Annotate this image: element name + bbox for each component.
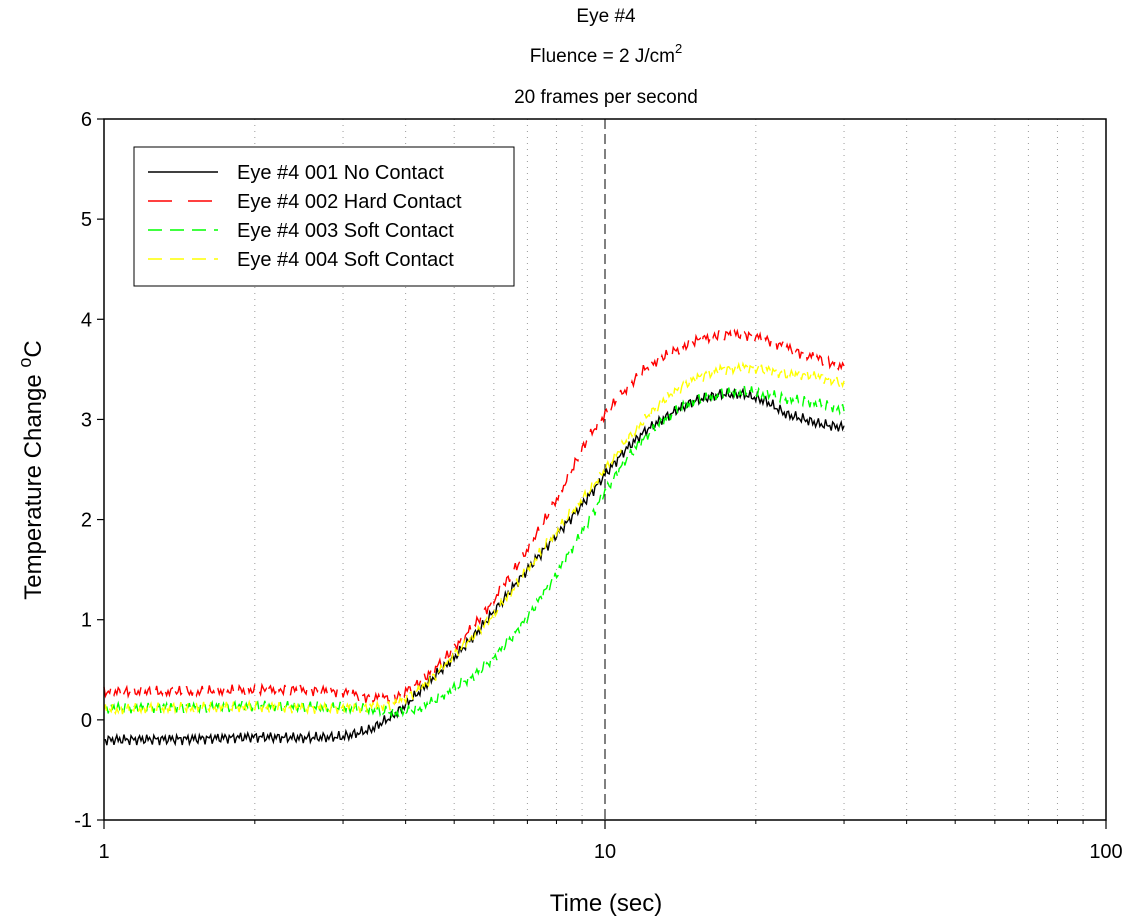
y-axis-title-unit: C [20,340,47,357]
y-tick-label: 1 [81,610,92,632]
series-line-1 [103,387,845,747]
x-axis-title: Time (sec) [550,890,662,917]
title-superscript: 2 [675,41,682,56]
y-tick-label: 5 [81,209,92,231]
legend-label-3: Eye #4 003 Soft Contact [237,220,454,242]
legend-label-2: Eye #4 002 Hard Contact [237,191,462,213]
series-line-2 [103,328,845,706]
legend-label-1: Eye #4 001 No Contact [237,162,444,184]
y-tick-label: 3 [81,409,92,431]
axis-ticks: -1 0 1 2 3 4 5 6 1 10 100 [74,109,1122,863]
x-tick-label: 100 [1089,841,1122,863]
x-tick-label: 10 [594,841,616,863]
chart-title-line-1: Eye #4 [576,6,636,27]
legend-box [133,146,515,287]
y-tick-label: 0 [81,710,92,732]
legend: Eye #4 001 No Contact Eye #4 002 Hard Con… [133,146,515,287]
chart-title-line-2: Fluence = 2 J/cm2 [530,41,682,67]
x-tick-label: 1 [98,841,109,863]
chart-title-line-3: 20 frames per second [514,87,698,108]
series-layer [103,328,845,747]
series-line-4 [103,361,845,716]
y-tick-label: -1 [74,810,92,832]
legend-label-4: Eye #4 004 Soft Contact [237,249,454,271]
y-tick-label: 4 [81,309,92,331]
y-tick-label: 2 [81,510,92,532]
y-tick-label: 6 [81,109,92,131]
series-line-3 [103,385,845,719]
y-axis-title: Temperature Change oC [15,340,47,600]
y-axis-title-superscript: o [15,358,35,368]
